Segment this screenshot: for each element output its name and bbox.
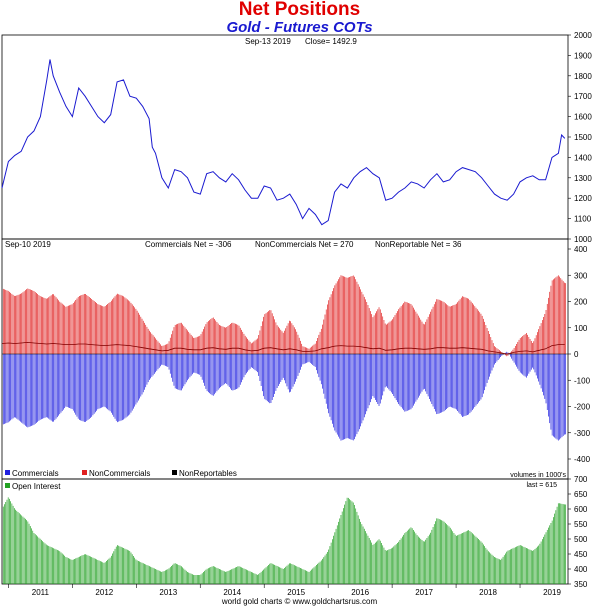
net-date-label: Sep-10 2019 — [5, 240, 51, 249]
price-y-tick-label: 1400 — [574, 153, 592, 162]
net-y-tick-label: 400 — [574, 245, 588, 254]
x-tick-label: 2015 — [287, 588, 305, 597]
x-tick-label: 2017 — [415, 588, 433, 597]
x-axis: 2011 2012 2013 2014 2015 2016 2017 2018 2019 — [8, 584, 561, 597]
x-tick-label: 2019 — [543, 588, 561, 597]
net-y-axis: -400 -300 -200 -100 0 100 200 300 400 — [568, 245, 591, 464]
net-y-tick-label: -300 — [574, 429, 591, 438]
net-positions-panel: Sep-10 2019 Commercials Net = -306 NonCo… — [1, 238, 591, 480]
open-interest-panel: Open Interest last = 615 350 400 450 500 550… — [1, 475, 588, 597]
commercials-net-stat: Commercials Net = -306 — [145, 240, 232, 249]
price-y-tick-label: 1800 — [574, 72, 592, 81]
oi-y-tick-label: 600 — [574, 505, 588, 514]
price-y-axis: 1000 1100 1200 1300 1400 1500 1600 1700 1800 1900… — [568, 31, 592, 244]
price-y-tick-label: 2000 — [574, 31, 592, 40]
x-tick-label: 2016 — [351, 588, 369, 597]
net-y-tick-label: 0 — [574, 350, 579, 359]
nonreportables-legend-label: NonReportables — [179, 469, 237, 478]
volume-note: volumes in 1000's — [510, 472, 566, 479]
page-title: Net Positions — [238, 0, 361, 20]
price-y-tick-label: 1000 — [574, 235, 592, 244]
noncommercials-net-stat: NonCommercials Net = 270 — [255, 240, 354, 249]
open-interest-legend-label: Open Interest — [12, 482, 61, 491]
oi-bars — [2, 497, 567, 584]
x-tick-label: 2013 — [159, 588, 177, 597]
noncommercials-legend-label: NonCommercials — [89, 469, 150, 478]
price-panel: Sep-13 2019 Close= 1492.9 1000 1100 1200 13… — [1, 31, 592, 244]
net-bars — [2, 275, 568, 441]
last-value-label: last = 615 — [526, 482, 557, 489]
nonreportables-line — [1, 341, 565, 355]
price-annotation-close: Close= 1492.9 — [305, 37, 357, 46]
x-tick-label: 2011 — [32, 588, 50, 597]
footer-credit: world gold charts © www.goldchartsrus.co… — [221, 597, 378, 606]
net-y-tick-label: 300 — [574, 271, 588, 280]
oi-y-tick-label: 550 — [574, 520, 588, 529]
price-y-tick-label: 1500 — [574, 133, 592, 142]
commercials-legend-label: Commercials — [12, 469, 59, 478]
x-tick-label: 2012 — [95, 588, 113, 597]
oi-y-tick-label: 350 — [574, 580, 588, 589]
nonreportable-net-stat: NonReportable Net = 36 — [375, 240, 462, 249]
price-y-tick-label: 1700 — [574, 92, 592, 101]
price-y-tick-label: 1300 — [574, 174, 592, 183]
price-y-tick-label: 1200 — [574, 194, 592, 203]
commercials-legend-swatch — [5, 470, 10, 475]
oi-y-axis: 350 400 450 500 550 600 650 700 — [568, 475, 588, 589]
net-legend: Commercials NonCommercials NonReportable… — [5, 469, 237, 478]
oi-y-tick-label: 500 — [574, 535, 588, 544]
oi-y-tick-label: 650 — [574, 490, 588, 499]
oi-y-tick-label: 450 — [574, 550, 588, 559]
net-y-tick-label: -100 — [574, 376, 591, 385]
oi-plot-frame — [1, 478, 569, 585]
net-y-tick-label: -400 — [574, 455, 591, 464]
net-y-tick-label: -200 — [574, 403, 591, 412]
net-y-tick-label: 200 — [574, 298, 588, 307]
price-line — [1, 59, 566, 226]
oi-y-tick-label: 700 — [574, 475, 588, 484]
page-subtitle: Gold - Futures COTs — [226, 19, 373, 36]
oi-y-tick-label: 400 — [574, 565, 588, 574]
price-y-tick-label: 1900 — [574, 51, 592, 60]
price-plot-frame — [1, 34, 569, 240]
noncommercials-legend-swatch — [82, 470, 87, 475]
x-tick-label: 2014 — [223, 588, 241, 597]
x-tick-label: 2018 — [479, 588, 497, 597]
nonreportables-legend-swatch — [172, 470, 177, 475]
open-interest-legend-swatch — [5, 483, 10, 488]
net-y-tick-label: 100 — [574, 324, 588, 333]
price-y-tick-label: 1600 — [574, 113, 592, 122]
price-y-tick-label: 1100 — [574, 215, 592, 224]
price-annotation-date: Sep-13 2019 — [245, 37, 291, 46]
